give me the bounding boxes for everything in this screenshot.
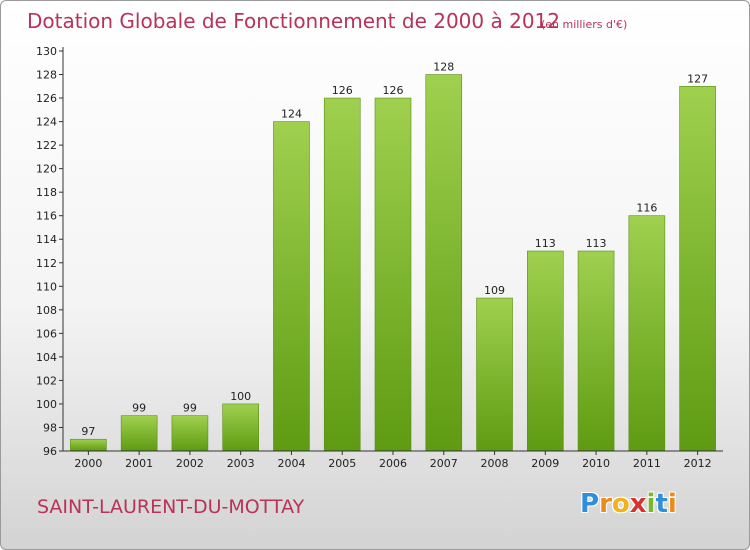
y-tick-label: 114 (36, 233, 57, 246)
bars-group: 97 99 99 100 124 126 126 128 109 113 113 116 127 (70, 61, 716, 452)
value-label-2004: 124 (281, 108, 302, 121)
y-tick-label: 128 (36, 69, 57, 82)
bar-2004 (273, 121, 310, 452)
y-tick-label: 116 (36, 210, 57, 223)
y-tick-label: 130 (36, 45, 57, 58)
x-tick-label-2007: 2007 (430, 457, 458, 470)
logo-letter: o (611, 489, 630, 519)
bar-2000 (70, 438, 107, 452)
y-tick-label: 98 (43, 421, 57, 434)
bar-2001 (120, 415, 158, 452)
y-axis: 96 98 100 102 104 106 108 110 112 114 116 118 120 122… (36, 45, 64, 458)
value-label-2007: 128 (433, 61, 454, 74)
y-tick-label: 104 (36, 351, 57, 364)
x-tick-label-2010: 2010 (582, 457, 610, 470)
logo-letter: r (599, 489, 612, 519)
y-tick-label: 110 (36, 280, 57, 293)
bar-2007 (425, 74, 463, 452)
x-tick-label-2000: 2000 (74, 457, 102, 470)
y-tick-label: 96 (43, 445, 57, 458)
bar-2006 (374, 97, 412, 452)
y-tick-label: 126 (36, 92, 57, 105)
value-label-2012: 127 (687, 72, 708, 85)
y-tick-label: 112 (36, 257, 57, 270)
chart-title: Dotation Globale de Fonctionnement de 20… (27, 9, 560, 33)
y-tick-label: 124 (36, 116, 57, 129)
bar-2009 (527, 250, 564, 452)
value-label-2002: 99 (183, 402, 197, 415)
value-label-2006: 126 (383, 84, 404, 97)
x-tick-label-2005: 2005 (328, 457, 356, 470)
y-tick-label: 106 (36, 327, 57, 340)
value-label-2010: 113 (586, 237, 607, 250)
x-axis: 2000 2001 2002 2003 2004 2005 2006 2007 2008 2009… (63, 450, 723, 470)
value-label-2003: 100 (230, 390, 251, 403)
x-tick-label-2006: 2006 (379, 457, 407, 470)
bar-2002 (171, 415, 209, 452)
logo-letter: x (629, 489, 647, 519)
logo-letter: t (655, 489, 668, 519)
bar-2008 (476, 297, 513, 452)
x-tick-label-2002: 2002 (176, 457, 204, 470)
value-label-2009: 113 (535, 237, 556, 250)
y-tick-label: 102 (36, 374, 57, 387)
value-label-2011: 116 (636, 202, 657, 215)
x-tick-label-2001: 2001 (125, 457, 153, 470)
y-tick-label: 100 (36, 398, 57, 411)
x-tick-label-2012: 2012 (684, 457, 712, 470)
bar-2005 (323, 97, 361, 452)
logo-letter: P (580, 489, 600, 519)
bar-2010 (577, 250, 615, 452)
x-tick-label-2011: 2011 (633, 457, 661, 470)
y-tick-label: 108 (36, 304, 57, 317)
y-tick-label: 120 (36, 163, 57, 176)
x-tick-label-2004: 2004 (277, 457, 305, 470)
x-tick-label-2008: 2008 (481, 457, 509, 470)
value-label-2000: 97 (81, 425, 95, 438)
chart-subtitle: (en milliers d'€) (541, 18, 628, 31)
x-tick-label-2009: 2009 (531, 457, 559, 470)
value-label-2008: 109 (484, 284, 505, 297)
bar-2012 (679, 85, 716, 452)
logo-letter: i (667, 489, 677, 519)
proxiti-logo[interactable]: Proxiti (580, 489, 677, 519)
value-label-2005: 126 (332, 84, 353, 97)
commune-name: SAINT-LAURENT-DU-MOTTAY (37, 496, 305, 518)
y-tick-label: 118 (36, 186, 57, 199)
bar-2011 (628, 215, 666, 452)
x-tick-label-2003: 2003 (227, 457, 255, 470)
value-label-2001: 99 (132, 402, 146, 415)
logo-letter: i (646, 489, 656, 519)
bar-2003 (222, 403, 259, 452)
y-tick-label: 122 (36, 139, 57, 152)
